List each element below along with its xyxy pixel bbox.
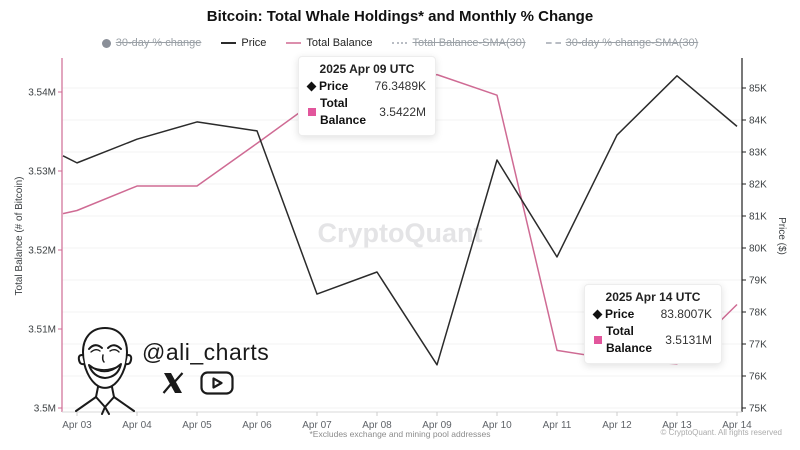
price-diamond-icon [306, 81, 317, 92]
price-diamond-icon [592, 309, 603, 320]
x-axis-tick-label: Apr 05 [182, 420, 212, 431]
tooltip-row-price: Price 83.8007K [592, 306, 712, 323]
dotted-marker-icon [392, 42, 408, 44]
x-axis-tick-label: Apr 09 [422, 420, 452, 431]
right-axis-tick-label: 80K [749, 244, 767, 255]
x-axis-tick-label: Apr 04 [122, 420, 152, 431]
balance-square-icon [308, 108, 316, 116]
legend-item-label: 30-day % change [115, 37, 202, 49]
circle-marker-icon [101, 38, 111, 48]
x-axis-tick-label: Apr 07 [302, 420, 332, 431]
line-marker-icon [286, 42, 302, 44]
left-axis-tick-label: 3.5M [34, 404, 56, 415]
author-handle: @ali_charts [142, 339, 270, 365]
x-axis-tick-label: Apr 10 [482, 420, 512, 431]
right-axis-tick-label: 75K [749, 404, 767, 415]
x-axis-tick-label: Apr 12 [602, 420, 632, 431]
tooltip-row-balance: Total Balance 3.5422M [308, 95, 426, 129]
chart-legend: 30-day % change Price Total Balance Total B… [0, 37, 800, 49]
cryptoquant-watermark: CryptoQuant [318, 218, 483, 248]
left-axis-name: Total Balance (# of Bitcoin) [14, 177, 25, 296]
right-axis-tick-label: 85K [749, 84, 767, 95]
copyright-text: © CryptoQuant. All rights reserved [660, 428, 783, 437]
legend-item-total-balance-sma-30-[interactable]: Total Balance-SMA(30) [392, 37, 526, 49]
left-axis-tick-label: 3.51M [28, 325, 56, 336]
tooltip-row-balance: Total Balance 3.5131M [594, 323, 712, 357]
right-axis-tick-label: 83K [749, 148, 767, 159]
legend-item-label: 30-day % change-SMA(30) [565, 37, 699, 49]
chart-footnote: *Excludes exchange and mining pool addre… [309, 429, 491, 439]
tooltip-row-price: Price 76.3489K [306, 78, 426, 95]
x-axis-tick-label: Apr 13 [662, 420, 692, 431]
legend-item-30-day-change[interactable]: 30-day % change [101, 37, 202, 49]
tooltip-date: 2025 Apr 09 UTC [319, 62, 415, 76]
x-axis-tick-label: Apr 11 [543, 420, 572, 431]
line-marker-icon [221, 42, 237, 44]
x-axis-tick-label: Apr 06 [242, 420, 272, 431]
tooltip-apr-09: 2025 Apr 09 UTC Price 76.3489K Total Bal… [298, 56, 436, 136]
legend-item-label: Total Balance-SMA(30) [412, 37, 526, 49]
price-line [62, 75, 738, 366]
legend-item-30-day-change-sma-30-[interactable]: 30-day % change-SMA(30) [545, 37, 699, 49]
x-axis-tick-label: Apr 08 [362, 420, 392, 431]
tooltip-date: 2025 Apr 14 UTC [605, 290, 701, 304]
youtube-icon [200, 371, 234, 395]
right-axis-tick-label: 81K [749, 212, 767, 223]
balance-square-icon [594, 336, 602, 344]
chart-title: Bitcoin: Total Whale Holdings* and Month… [206, 8, 594, 25]
right-axis-tick-label: 76K [749, 372, 767, 383]
dashed-marker-icon [545, 42, 561, 44]
right-axis-tick-label: 78K [749, 308, 767, 319]
right-axis-tick-label: 84K [749, 116, 767, 127]
legend-item-label: Price [241, 37, 267, 49]
left-axis-tick-label: 3.53M [28, 167, 56, 178]
tooltip-apr-14: 2025 Apr 14 UTC Price 83.8007K Total Bal… [584, 284, 722, 364]
author-branding: @ali_charts [72, 325, 269, 420]
legend-item-label: Total Balance [306, 37, 373, 49]
right-axis-tick-label: 82K [749, 180, 767, 191]
avatar [75, 327, 135, 415]
x-axis-tick-label: Apr 14 [722, 420, 752, 431]
left-axis-tick-label: 3.54M [28, 88, 56, 99]
legend-item-price[interactable]: Price [221, 37, 266, 49]
x-logo-icon [162, 372, 184, 394]
right-axis-tick-label: 77K [749, 340, 767, 351]
right-axis-tick-label: 79K [749, 276, 767, 287]
legend-item-total-balance[interactable]: Total Balance [286, 37, 372, 49]
x-axis-tick-label: Apr 03 [62, 420, 92, 431]
left-axis-tick-label: 3.52M [28, 246, 56, 257]
right-axis-name: Price ($) [776, 217, 787, 255]
